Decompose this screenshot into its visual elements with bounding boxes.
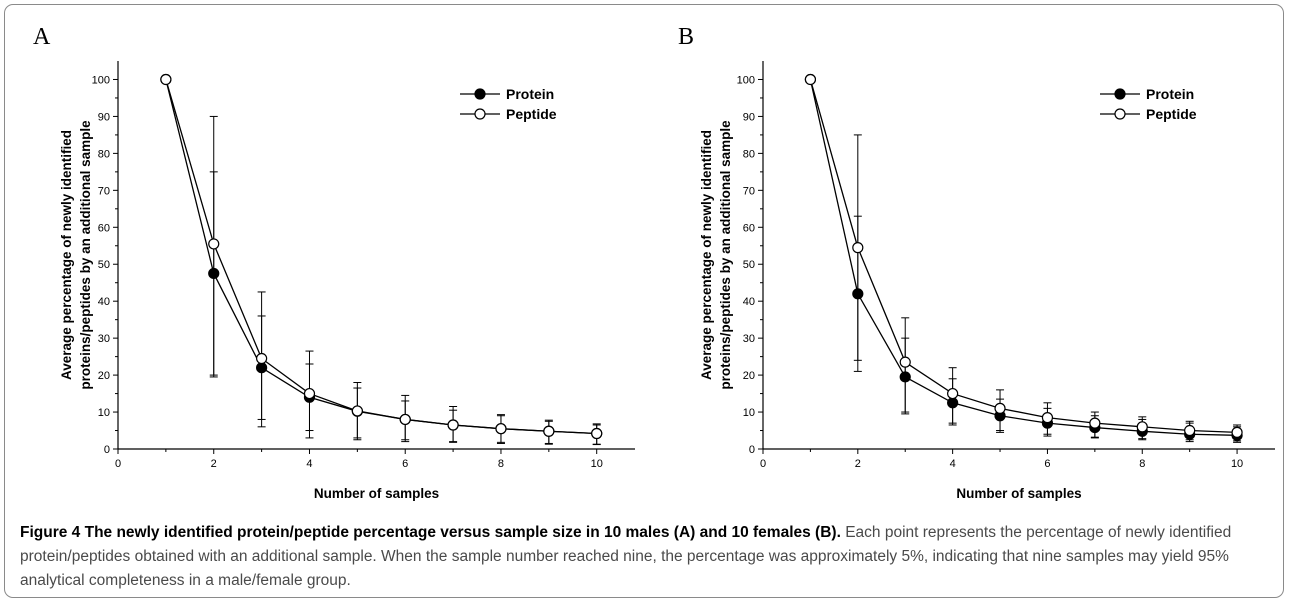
figure-caption: Figure 4 The newly identified protein/pe… xyxy=(20,521,1270,593)
legend-label: Peptide xyxy=(506,106,557,122)
y-tick-label: 60 xyxy=(743,222,755,234)
legend-marker xyxy=(1114,108,1126,120)
y-tick-label: 90 xyxy=(743,111,755,123)
x-tick-label: 8 xyxy=(1139,458,1145,470)
y-tick-label: 70 xyxy=(98,185,110,197)
y-axis-label-line: proteins/peptides by an additional sampl… xyxy=(718,120,733,390)
data-point-peptide xyxy=(1136,421,1148,433)
series-line-peptide xyxy=(809,79,1238,434)
y-tick-label: 50 xyxy=(743,259,755,271)
data-point-peptide xyxy=(852,242,864,254)
data-point-peptide xyxy=(495,423,507,435)
caption-body: Each point represents the percentage of … xyxy=(20,524,1232,589)
data-point-protein xyxy=(256,362,268,374)
data-point-peptide xyxy=(208,238,220,250)
y-tick-label: 80 xyxy=(743,148,755,160)
legend-label: Protein xyxy=(506,86,554,102)
data-point-peptide xyxy=(256,352,268,365)
y-axis-label-line: Average percentage of newly identified xyxy=(59,130,74,380)
y-tick-label: 100 xyxy=(92,74,110,86)
x-tick-label: 10 xyxy=(591,458,603,470)
y-tick-label: 30 xyxy=(98,333,110,345)
series-line-protein xyxy=(809,79,1238,436)
data-point-peptide xyxy=(994,402,1006,414)
x-tick-label: 10 xyxy=(1231,458,1243,470)
series-line-protein xyxy=(165,79,597,435)
x-tick-label: 4 xyxy=(950,458,956,470)
y-tick-label: 80 xyxy=(98,148,110,160)
legend-label: Protein xyxy=(1146,86,1194,102)
y-tick-label: 10 xyxy=(98,407,110,419)
y-axis-label-line: proteins/peptides by an additional sampl… xyxy=(78,120,93,390)
y-tick-label: 0 xyxy=(749,444,755,456)
panel-letter: A xyxy=(33,24,51,50)
y-tick-label: 0 xyxy=(104,444,110,456)
data-point-peptide xyxy=(447,419,459,431)
data-point-peptide xyxy=(1089,417,1101,429)
series-line-peptide xyxy=(165,79,597,435)
x-axis-label: Number of samples xyxy=(314,486,439,501)
data-point-peptide xyxy=(947,387,959,400)
legend-marker xyxy=(474,88,486,100)
legend-marker xyxy=(1114,88,1126,100)
x-axis-label: Number of samples xyxy=(956,486,1081,501)
data-point-protein xyxy=(208,267,220,280)
x-tick-label: 0 xyxy=(760,458,766,470)
data-point-peptide xyxy=(591,427,603,440)
data-point-peptide xyxy=(303,387,316,400)
data-point-peptide xyxy=(1231,426,1243,438)
x-tick-label: 2 xyxy=(211,458,217,470)
data-point-protein xyxy=(852,288,864,300)
data-point-peptide xyxy=(1184,424,1196,437)
x-tick-label: 4 xyxy=(306,458,312,470)
data-point-peptide xyxy=(543,425,555,437)
x-tick-label: 2 xyxy=(855,458,861,470)
data-point-peptide xyxy=(351,405,363,417)
x-tick-label: 6 xyxy=(402,458,408,470)
y-axis-label-line: Average percentage of newly identified xyxy=(699,130,714,380)
y-tick-label: 20 xyxy=(98,370,110,382)
legend-marker xyxy=(474,108,486,120)
x-tick-label: 0 xyxy=(115,458,121,470)
y-tick-label: 60 xyxy=(98,222,110,234)
y-tick-label: 10 xyxy=(743,407,755,419)
data-point-peptide xyxy=(804,73,817,86)
data-point-peptide xyxy=(899,356,911,368)
data-point-peptide xyxy=(399,413,411,426)
data-point-peptide xyxy=(160,73,172,86)
data-point-protein xyxy=(947,397,959,409)
legend-label: Peptide xyxy=(1146,106,1197,122)
y-tick-label: 30 xyxy=(743,333,755,345)
y-tick-label: 40 xyxy=(98,296,110,308)
y-tick-label: 40 xyxy=(743,296,755,308)
caption-title: Figure 4 The newly identified protein/pe… xyxy=(20,524,841,541)
y-tick-label: 20 xyxy=(743,370,755,382)
data-point-peptide xyxy=(1041,411,1054,424)
panel-letter: B xyxy=(678,24,694,50)
data-point-protein xyxy=(899,371,911,383)
y-tick-label: 100 xyxy=(737,74,755,86)
figure-frame xyxy=(4,4,1284,598)
y-tick-label: 70 xyxy=(743,185,755,197)
x-tick-label: 8 xyxy=(498,458,504,470)
y-tick-label: 50 xyxy=(98,259,110,271)
x-tick-label: 6 xyxy=(1044,458,1050,470)
y-tick-label: 90 xyxy=(98,111,110,123)
